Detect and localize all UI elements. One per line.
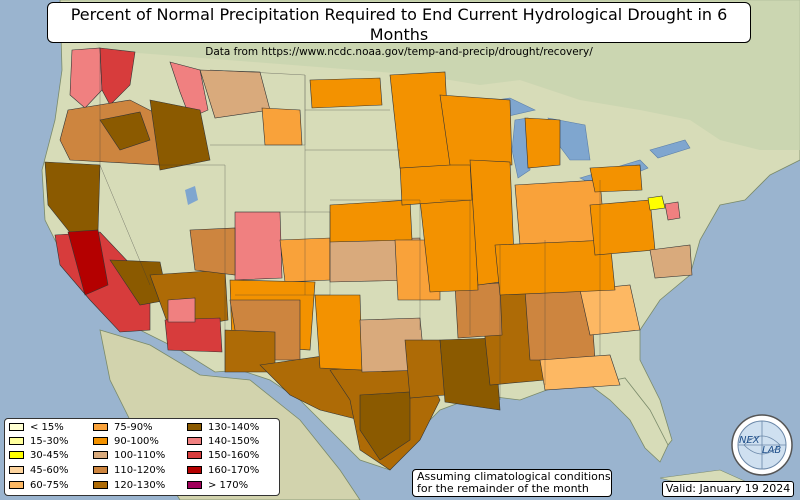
region-ky-tn bbox=[494, 239, 616, 296]
assumption-note: Assuming climatological conditions for t… bbox=[412, 469, 612, 497]
legend: < 15% 15-30% 30-45% 45-60% 60-75% 75-90% 90-10… bbox=[4, 418, 280, 496]
legend-label: 160-170% bbox=[208, 465, 260, 476]
region-wa-cascades bbox=[99, 47, 136, 106]
legend-label: 140-150% bbox=[208, 436, 260, 447]
region-ar bbox=[454, 282, 503, 339]
legend-item: > 170% bbox=[187, 480, 248, 492]
legend-label: 110-120% bbox=[114, 465, 166, 476]
legend-item: 60-75% bbox=[9, 480, 69, 492]
legend-label: < 15% bbox=[30, 422, 64, 433]
note-line-1: Assuming climatological conditions bbox=[417, 470, 611, 483]
legend-swatch bbox=[93, 451, 108, 459]
legend-swatch bbox=[9, 466, 24, 474]
legend-swatch bbox=[93, 437, 108, 445]
region-md bbox=[647, 195, 666, 211]
region-mt-central bbox=[261, 107, 303, 146]
region-mi bbox=[524, 117, 561, 169]
nexlab-globe-logo-icon: NEX LAB bbox=[731, 414, 793, 476]
legend-swatch bbox=[187, 481, 202, 489]
region-az-se bbox=[167, 297, 196, 323]
legend-label: > 170% bbox=[208, 480, 249, 491]
legend-label: 30-45% bbox=[30, 450, 69, 461]
legend-swatch bbox=[93, 466, 108, 474]
region-co-west bbox=[234, 211, 283, 281]
region-tx-panhandle bbox=[314, 294, 363, 371]
legend-label: 45-60% bbox=[30, 465, 69, 476]
region-sc bbox=[579, 284, 641, 336]
drought-regions bbox=[44, 47, 693, 471]
region-ks-north bbox=[329, 199, 413, 243]
region-or-east bbox=[99, 111, 151, 151]
legend-item: 15-30% bbox=[9, 436, 69, 448]
legend-item: 120-130% bbox=[93, 480, 165, 492]
legend-item: 45-60% bbox=[9, 465, 69, 477]
region-az-south bbox=[164, 317, 223, 353]
legend-swatch bbox=[93, 481, 108, 489]
region-ia bbox=[399, 161, 473, 206]
map-title: Percent of Normal Precipitation Required… bbox=[70, 5, 728, 44]
legend-item: 30-45% bbox=[9, 450, 69, 462]
logo-text-right: LAB bbox=[762, 445, 781, 456]
legend-label: 120-130% bbox=[114, 480, 166, 491]
legend-item: 130-140% bbox=[187, 422, 259, 434]
region-la bbox=[439, 337, 501, 411]
land-florida bbox=[589, 377, 669, 463]
legend-swatch bbox=[9, 423, 24, 431]
legend-swatch bbox=[187, 437, 202, 445]
region-pa bbox=[589, 164, 643, 193]
legend-label: 15-30% bbox=[30, 436, 69, 447]
legend-swatch bbox=[187, 423, 202, 431]
legend-label: 100-110% bbox=[114, 450, 166, 461]
logo-text-left: NEX bbox=[739, 435, 761, 446]
legend-swatch bbox=[9, 481, 24, 489]
legend-swatch bbox=[187, 451, 202, 459]
region-nd-east bbox=[309, 77, 383, 109]
legend-item: < 15% bbox=[9, 422, 64, 434]
legend-label: 150-160% bbox=[208, 450, 260, 461]
region-wi bbox=[439, 94, 513, 166]
map-subtitle: Data from https://www.ncdc.noaa.gov/temp… bbox=[205, 46, 593, 58]
legend-label: 130-140% bbox=[208, 422, 260, 433]
region-co-sw bbox=[189, 227, 236, 276]
region-mo bbox=[419, 197, 479, 293]
valid-date: Valid: January 19 2024 bbox=[662, 481, 794, 497]
great-salt-lake bbox=[185, 186, 198, 205]
region-nc-coast bbox=[649, 244, 693, 279]
legend-item: 150-160% bbox=[187, 450, 259, 462]
region-tx-east bbox=[404, 339, 446, 399]
legend-item: 75-90% bbox=[93, 422, 153, 434]
legend-swatch bbox=[93, 423, 108, 431]
region-ca-sierra bbox=[67, 229, 109, 296]
legend-swatch bbox=[9, 451, 24, 459]
legend-item: 140-150% bbox=[187, 436, 259, 448]
legend-swatch bbox=[9, 437, 24, 445]
state-boundaries bbox=[99, 48, 601, 400]
legend-item: 100-110% bbox=[93, 450, 165, 462]
legend-swatch bbox=[187, 466, 202, 474]
legend-label: 75-90% bbox=[114, 422, 153, 433]
title-box: Percent of Normal Precipitation Required… bbox=[47, 2, 751, 58]
note-line-2: for the remainder of the month bbox=[417, 482, 589, 495]
region-id-south bbox=[149, 99, 211, 171]
region-tx-hill bbox=[359, 391, 411, 461]
legend-label: 90-100% bbox=[114, 436, 159, 447]
legend-label: 60-75% bbox=[30, 480, 69, 491]
region-de bbox=[664, 201, 681, 221]
region-mn bbox=[389, 71, 451, 169]
region-wa-west bbox=[69, 47, 103, 109]
legend-item: 90-100% bbox=[93, 436, 159, 448]
legend-item: 160-170% bbox=[187, 465, 259, 477]
legend-item: 110-120% bbox=[93, 465, 165, 477]
region-se-coast bbox=[539, 354, 621, 391]
